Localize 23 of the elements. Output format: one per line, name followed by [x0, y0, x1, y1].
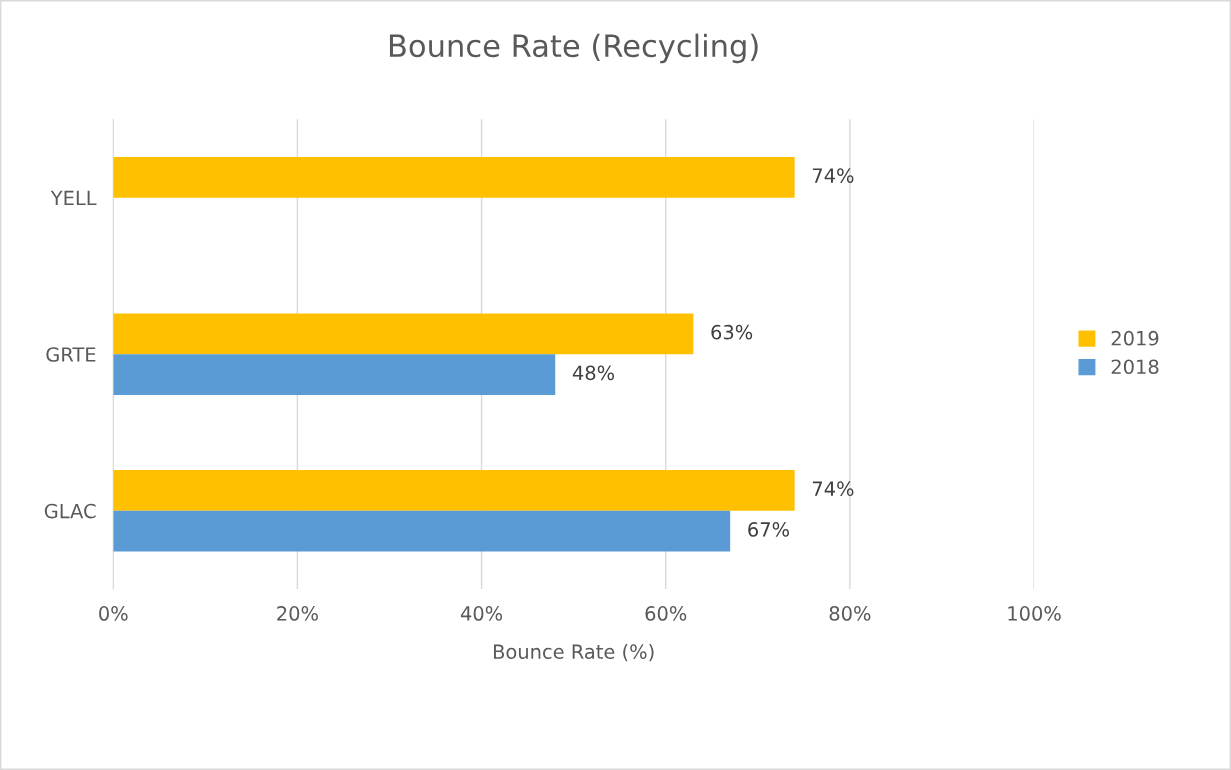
bar	[113, 313, 694, 355]
x-tick-label: 60%	[645, 606, 687, 621]
bar	[113, 156, 795, 198]
x-tick-label: 80%	[829, 606, 871, 621]
data-label: 48%	[572, 365, 615, 381]
data-label: 74%	[812, 168, 854, 183]
x-tick-label: 0%	[99, 606, 128, 621]
legend-label: 2019	[1111, 330, 1159, 346]
x-tick-label: 20%	[277, 606, 318, 621]
data-label: 74%	[812, 481, 854, 497]
data-label: 63%	[711, 324, 753, 340]
y-tick-label: GLAC	[44, 503, 96, 519]
data-label: 67%	[748, 522, 789, 537]
y-tick-label: YELL	[50, 190, 97, 206]
y-tick-label: GRTE	[46, 347, 96, 362]
legend-label: 2018	[1111, 359, 1159, 375]
bar	[113, 354, 556, 395]
bar	[113, 470, 795, 511]
x-tick-label: 100%	[1008, 606, 1061, 621]
bar	[113, 510, 731, 552]
x-tick-label: 40%	[460, 606, 503, 621]
chart-title: Bounce Rate (Recycling)	[389, 33, 758, 64]
x-axis-title: Bounce Rate (%)	[493, 644, 654, 662]
